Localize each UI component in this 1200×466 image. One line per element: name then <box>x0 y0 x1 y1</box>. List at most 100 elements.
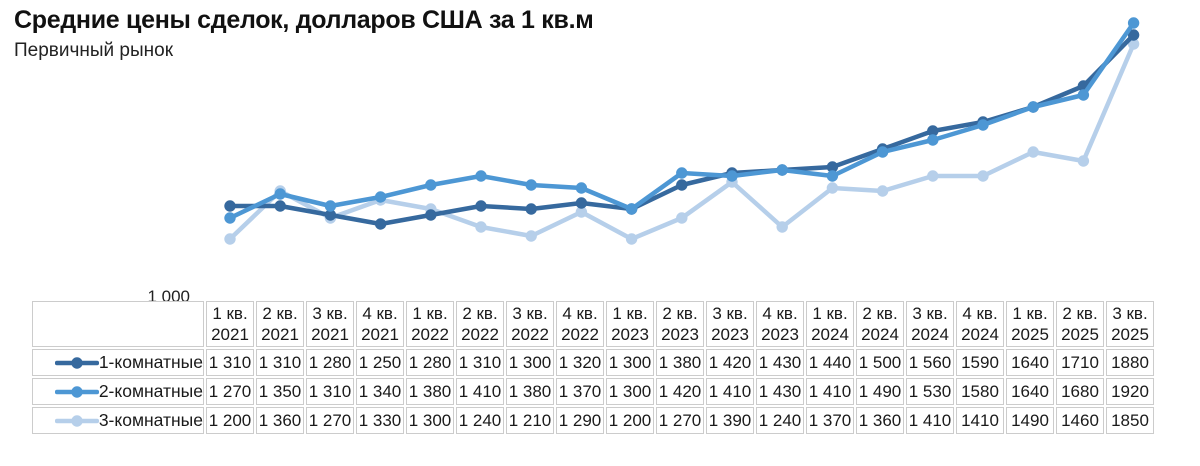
legend-cell[interactable]: 3-комнатные <box>32 407 204 434</box>
chart-subtitle: Первичный рынок <box>14 40 174 61</box>
data-point[interactable] <box>1027 101 1039 113</box>
data-point[interactable] <box>525 179 537 191</box>
data-point[interactable] <box>224 200 236 212</box>
data-point[interactable] <box>425 209 437 221</box>
data-point[interactable] <box>274 188 286 200</box>
series-label: 2-комнатные <box>98 381 203 401</box>
data-point[interactable] <box>475 221 487 233</box>
col-quarter-label: 2 кв. <box>1062 304 1098 323</box>
series-line <box>227 41 1136 242</box>
price-cell: 1 270 <box>306 407 354 434</box>
data-point[interactable] <box>625 203 638 215</box>
data-point[interactable] <box>475 200 487 212</box>
col-quarter-label: 1 кв. <box>1012 304 1048 323</box>
data-point[interactable] <box>324 200 337 212</box>
legend-cell[interactable]: 2-комнатные <box>32 378 204 405</box>
data-point[interactable] <box>575 206 588 218</box>
data-point[interactable] <box>776 221 788 233</box>
price-cell: 1 240 <box>456 407 504 434</box>
price-cell: 1 290 <box>556 407 604 434</box>
table-col-header: 2 кв. 2025 <box>1056 301 1104 347</box>
table-col-header: 1 кв. 2021 <box>206 301 254 347</box>
col-year-label: 2022 <box>511 325 549 344</box>
price-cell: 1410 <box>956 407 1004 434</box>
data-point[interactable] <box>575 182 588 194</box>
price-cell: 1 300 <box>606 378 654 405</box>
data-point[interactable] <box>374 191 387 203</box>
price-cell: 1 240 <box>756 407 804 434</box>
data-point[interactable] <box>1077 155 1090 167</box>
price-cell: 1 310 <box>206 349 254 376</box>
col-year-label: 2024 <box>961 325 999 344</box>
price-cell: 1 500 <box>856 349 904 376</box>
series-marker-icon <box>54 385 99 398</box>
data-point[interactable] <box>826 170 839 182</box>
price-cell: 1 320 <box>556 349 604 376</box>
data-point[interactable] <box>676 167 688 179</box>
data-point[interactable] <box>374 218 387 230</box>
data-point[interactable] <box>876 146 889 158</box>
data-point[interactable] <box>425 179 437 191</box>
data-point[interactable] <box>324 209 337 221</box>
table-row: 3-комнатные 1 200 1 360 1 270 1 330 1 300 1 24… <box>32 407 1154 434</box>
data-point[interactable] <box>525 203 537 215</box>
price-cell: 1 340 <box>356 378 404 405</box>
legend-cell[interactable]: 1-комнатные <box>32 349 204 376</box>
table-col-header: 4 кв. 2021 <box>356 301 404 347</box>
price-cell: 1 300 <box>506 349 554 376</box>
table-col-header: 1 кв. 2023 <box>606 301 654 347</box>
table-header-row: 1 кв. 2021 2 кв. 2021 3 кв. 2021 4 кв. 2021 1 кв… <box>32 301 1154 347</box>
data-point[interactable] <box>1127 17 1140 29</box>
price-cell: 1 410 <box>806 378 854 405</box>
data-point[interactable] <box>1027 146 1039 158</box>
data-point[interactable] <box>575 197 588 209</box>
price-cell: 1 370 <box>556 378 604 405</box>
data-point[interactable] <box>927 170 939 182</box>
data-point[interactable] <box>977 119 989 131</box>
col-quarter-label: 3 кв. <box>312 304 348 323</box>
col-quarter-label: 4 кв. <box>962 304 998 323</box>
price-cell: 1 380 <box>406 378 454 405</box>
col-year-label: 2021 <box>211 325 249 344</box>
data-point[interactable] <box>224 212 236 224</box>
data-point[interactable] <box>977 170 989 182</box>
data-point[interactable] <box>1127 29 1140 41</box>
price-cell: 1 420 <box>706 349 754 376</box>
data-point[interactable] <box>224 233 236 245</box>
data-point[interactable] <box>776 164 788 176</box>
col-year-label: 2025 <box>1061 325 1099 344</box>
col-quarter-label: 2 кв. <box>462 304 498 323</box>
price-cell: 1490 <box>1006 407 1054 434</box>
series-label: 1-комнатные <box>98 352 203 372</box>
data-point[interactable] <box>726 170 738 182</box>
data-point[interactable] <box>1077 89 1090 101</box>
data-point[interactable] <box>927 134 939 146</box>
table-col-header: 1 кв. 2024 <box>806 301 854 347</box>
data-point[interactable] <box>826 161 839 173</box>
data-point[interactable] <box>625 233 638 245</box>
price-cell: 1 310 <box>256 349 304 376</box>
table-col-header: 3 кв. 2021 <box>306 301 354 347</box>
col-quarter-label: 1 кв. <box>812 304 848 323</box>
col-quarter-label: 4 кв. <box>762 304 798 323</box>
col-year-label: 2022 <box>461 325 499 344</box>
price-cell: 1580 <box>956 378 1004 405</box>
price-cell: 1 280 <box>406 349 454 376</box>
data-point[interactable] <box>676 179 688 191</box>
data-point[interactable] <box>927 125 939 137</box>
table-body: 1-комнатные 1 310 1 310 1 280 1 250 1 280 1 31… <box>32 349 1154 434</box>
data-point[interactable] <box>876 185 889 197</box>
data-point[interactable] <box>676 212 688 224</box>
data-point[interactable] <box>1127 38 1140 50</box>
series-label: 3-комнатные <box>98 410 203 430</box>
price-cell: 1 350 <box>256 378 304 405</box>
data-point[interactable] <box>826 182 839 194</box>
data-table: 1 кв. 2021 2 кв. 2021 3 кв. 2021 4 кв. 2021 1 кв… <box>30 299 1156 436</box>
price-cell: 1880 <box>1106 349 1154 376</box>
data-point[interactable] <box>274 200 286 212</box>
price-cell: 1 530 <box>906 378 954 405</box>
data-point[interactable] <box>525 230 537 242</box>
price-cell: 1920 <box>1106 378 1154 405</box>
data-point[interactable] <box>475 170 487 182</box>
col-year-label: 2021 <box>361 325 399 344</box>
